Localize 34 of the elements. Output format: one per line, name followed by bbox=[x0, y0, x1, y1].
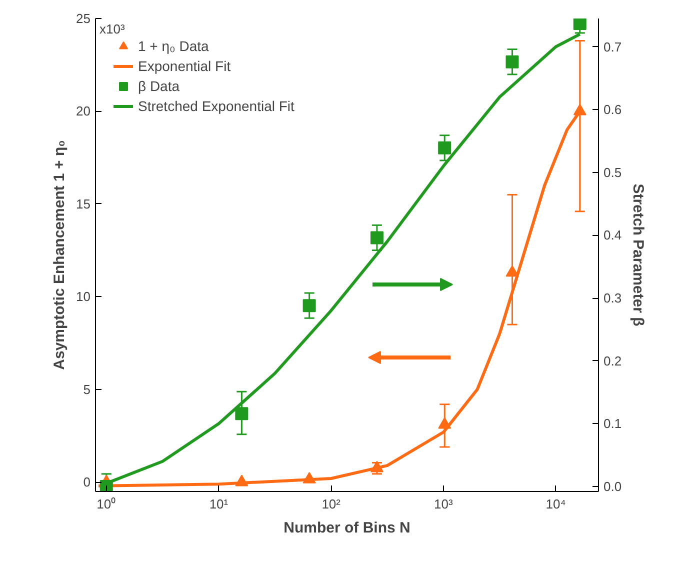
point bbox=[506, 265, 519, 277]
y-tick-label: 10 bbox=[76, 289, 91, 304]
x-tick-label: 10¹ bbox=[209, 496, 229, 512]
legend-label: Exponential Fit bbox=[138, 58, 231, 74]
y2-tick-label: 0.2 bbox=[604, 353, 622, 368]
x-tick-label: 10³ bbox=[434, 496, 454, 512]
point bbox=[235, 407, 248, 420]
point bbox=[573, 18, 586, 30]
y-tick-label: 25 bbox=[76, 11, 91, 26]
y2-tick-label: 0.6 bbox=[604, 102, 622, 118]
y2-tick-label: 0.7 bbox=[604, 39, 622, 54]
y2-tick-label: 0.1 bbox=[604, 416, 622, 432]
y-tick-label: 5 bbox=[83, 382, 91, 397]
y2-tick-label: 0.3 bbox=[604, 290, 622, 306]
y-tick-label: 20 bbox=[76, 104, 91, 119]
y-tick-label: 0 bbox=[83, 474, 91, 490]
y2-tick-label: 0.0 bbox=[604, 478, 622, 494]
y2-tick-label: 0.5 bbox=[604, 164, 622, 180]
legend-label: 1 + η₀ Data bbox=[138, 38, 209, 54]
point bbox=[438, 141, 452, 154]
legend-label: β Data bbox=[138, 78, 180, 94]
point bbox=[302, 299, 316, 312]
y-axis-title: Asymptotic Enhancement 1 + η₀ bbox=[51, 140, 68, 370]
y2-tick-label: 0.4 bbox=[604, 228, 622, 243]
annotation: x10³ bbox=[100, 22, 126, 36]
legend-label: Stretched Exponential Fit bbox=[138, 98, 294, 114]
x-axis-title: Number of Bins N bbox=[284, 520, 410, 536]
y-tick-label: 15 bbox=[76, 196, 91, 212]
x-tick-label: 10² bbox=[322, 496, 342, 512]
point bbox=[506, 55, 519, 68]
x-tick-label: 10⁰ bbox=[96, 496, 116, 512]
y2-axis-title: Stretch Parameter β bbox=[630, 184, 647, 326]
point bbox=[370, 231, 384, 244]
x-tick-label: 10⁴ bbox=[546, 496, 566, 512]
